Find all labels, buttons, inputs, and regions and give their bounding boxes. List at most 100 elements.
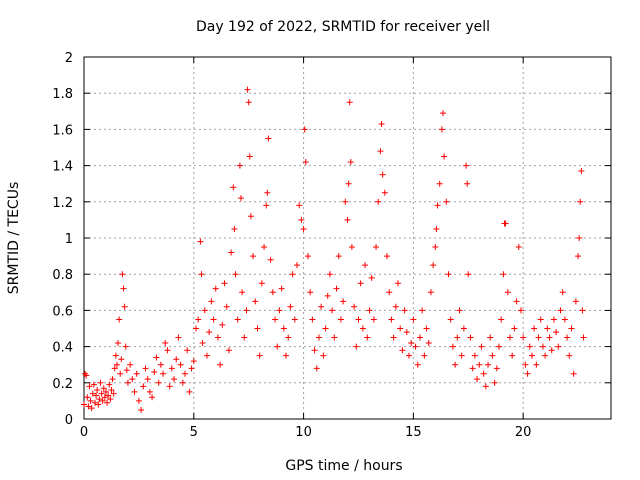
data-point: [561, 316, 568, 323]
data-point: [232, 271, 239, 278]
data-point: [210, 316, 217, 323]
data-point: [502, 220, 509, 227]
data-point: [579, 307, 586, 314]
data-point: [94, 387, 101, 394]
data-point: [206, 329, 213, 336]
data-point: [109, 376, 116, 383]
data-point: [559, 289, 566, 296]
data-point: [427, 289, 434, 296]
data-point: [375, 198, 382, 205]
data-point: [304, 253, 311, 260]
data-point: [186, 388, 193, 395]
data-point: [127, 361, 134, 368]
data-point: [197, 238, 204, 245]
data-point: [107, 396, 114, 403]
data-point: [557, 307, 564, 314]
data-point: [388, 316, 395, 323]
data-point: [430, 262, 437, 269]
data-point: [366, 307, 373, 314]
data-point: [267, 256, 274, 263]
data-point: [440, 110, 447, 117]
data-point: [111, 365, 118, 372]
data-point: [153, 354, 160, 361]
data-point: [445, 271, 452, 278]
data-point: [566, 352, 573, 359]
data-point: [347, 158, 354, 165]
data-point: [122, 343, 129, 350]
data-point: [113, 361, 120, 368]
data-point: [368, 274, 375, 281]
data-point: [300, 225, 307, 232]
data-point: [100, 385, 107, 392]
x-tick-label: 0: [80, 425, 88, 440]
data-point: [296, 202, 303, 209]
y-tick-label: 1.6: [52, 123, 73, 138]
data-point: [96, 396, 103, 403]
data-point: [84, 394, 91, 401]
data-point: [359, 325, 366, 332]
data-point: [544, 325, 551, 332]
data-point: [162, 339, 169, 346]
x-tick-label: 20: [515, 425, 532, 440]
data-point: [392, 303, 399, 310]
data-point: [580, 334, 587, 341]
data-point: [405, 352, 412, 359]
data-point: [432, 244, 439, 251]
data-point: [533, 361, 540, 368]
data-point: [95, 401, 102, 408]
data-point: [377, 148, 384, 155]
data-point: [469, 365, 476, 372]
data-point: [353, 343, 360, 350]
data-point: [364, 334, 371, 341]
data-point: [192, 325, 199, 332]
data-point: [97, 379, 104, 386]
data-point: [452, 361, 459, 368]
data-point: [311, 347, 318, 354]
data-point: [465, 271, 472, 278]
data-point: [340, 298, 347, 305]
data-point: [177, 361, 184, 368]
data-point: [123, 367, 130, 374]
data-point: [265, 135, 272, 142]
data-point: [212, 285, 219, 292]
data-point: [278, 285, 285, 292]
data-point: [351, 303, 358, 310]
data-point: [575, 253, 582, 260]
data-point: [436, 180, 443, 187]
data-point: [301, 126, 308, 133]
data-point: [342, 198, 349, 205]
x-axis-label: GPS time / hours: [285, 458, 402, 474]
data-point: [283, 352, 290, 359]
data-point: [348, 244, 355, 251]
y-tick-label: 0.8: [52, 268, 73, 283]
data-point: [539, 343, 546, 350]
data-point: [234, 316, 241, 323]
data-point: [269, 289, 276, 296]
data-point: [87, 397, 94, 404]
data-point: [118, 356, 125, 363]
data-point: [219, 321, 226, 328]
data-point: [182, 370, 189, 377]
data-point: [438, 126, 445, 133]
data-point: [250, 253, 257, 260]
data-point: [546, 334, 553, 341]
data-point: [116, 316, 123, 323]
x-tick-label: 15: [405, 425, 422, 440]
data-point: [335, 253, 342, 260]
data-point: [482, 383, 489, 390]
data-point: [140, 383, 147, 390]
data-point: [493, 365, 500, 372]
data-point: [149, 394, 156, 401]
data-point: [454, 334, 461, 341]
data-point: [537, 316, 544, 323]
data-point: [302, 158, 309, 165]
data-point: [447, 316, 454, 323]
data-point: [201, 307, 208, 314]
data-point: [421, 352, 428, 359]
data-point: [550, 316, 557, 323]
data-point: [217, 361, 224, 368]
data-point: [168, 365, 175, 372]
data-point: [337, 316, 344, 323]
data-point: [419, 307, 426, 314]
